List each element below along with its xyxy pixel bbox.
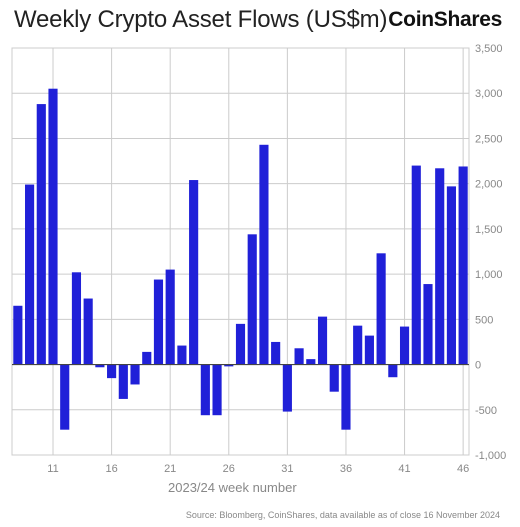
bar-week-16 (107, 364, 117, 379)
bar-week-40 (388, 364, 398, 378)
y-tick-label: 2,500 (475, 133, 503, 145)
bar-week-32 (294, 348, 304, 365)
y-tick-label: 500 (475, 314, 493, 326)
x-tick-label: 16 (105, 463, 117, 475)
x-tick-label: 26 (223, 463, 235, 475)
bar-week-35 (329, 364, 339, 392)
x-tick-label: 31 (281, 463, 293, 475)
bar-week-9 (25, 184, 35, 365)
bar-week-21 (165, 269, 175, 365)
gridlines (11, 47, 470, 456)
x-tick-label: 46 (457, 463, 469, 475)
bar-week-44 (435, 168, 445, 365)
bar-week-26 (224, 364, 234, 367)
bar-week-37 (353, 325, 363, 365)
bar-week-41 (399, 326, 410, 365)
bar-week-28 (247, 234, 257, 365)
bar-week-24 (200, 364, 210, 416)
bar-week-13 (71, 272, 82, 365)
y-tick-label: 3,500 (475, 43, 503, 55)
y-tick-label: 3,000 (475, 88, 503, 100)
bar-week-25 (212, 364, 222, 416)
bar-week-10 (36, 104, 46, 365)
bar-week-20 (153, 279, 164, 365)
x-tick-label: 11 (47, 463, 58, 475)
bar-week-18 (130, 364, 140, 385)
bar-week-33 (306, 359, 316, 365)
bar-week-43 (423, 284, 433, 365)
y-tick-label: 0 (475, 360, 481, 372)
bar-week-29 (259, 144, 269, 365)
y-tick-label: 2,000 (475, 179, 503, 191)
brand-logo: CoinShares (388, 8, 502, 31)
bar-week-38 (364, 335, 374, 365)
chart-title: Weekly Crypto Asset Flows (US$m) (14, 6, 388, 33)
bar-week-45 (446, 186, 456, 365)
y-tick-label: 1,500 (475, 224, 503, 236)
bar-week-19 (142, 351, 152, 365)
bar-week-12 (60, 364, 70, 430)
y-tick-label: 1,000 (475, 269, 503, 281)
bar-week-22 (177, 345, 187, 365)
bar-week-36 (341, 364, 351, 430)
bar-week-27 (235, 323, 246, 365)
x-tick-label: 36 (340, 463, 352, 475)
bar-week-30 (271, 341, 281, 365)
source-note: Source: Bloomberg, CoinShares, data avai… (185, 510, 500, 520)
bars (13, 88, 468, 430)
bar-week-42 (411, 165, 421, 365)
bar-week-23 (189, 180, 199, 365)
x-tick-label: 41 (398, 463, 410, 475)
bar-week-34 (317, 316, 328, 365)
tick-labels: -1,000 -500 0 500 1,000 1,500 2,000 2,500 3,000 3… (47, 43, 506, 475)
bar-week-14 (83, 298, 93, 365)
bar-week-17 (118, 364, 128, 399)
bar-week-11 (48, 88, 58, 365)
bar-week-8 (13, 305, 23, 365)
y-tick-label: -500 (475, 405, 497, 417)
bar-week-39 (376, 253, 386, 365)
x-tick-label: 21 (164, 463, 176, 475)
bar-week-15 (95, 364, 105, 368)
plot-border (11, 47, 470, 456)
x-axis-label: 2023/24 week number (168, 480, 297, 495)
bar-week-46 (458, 166, 468, 365)
bar-week-31 (282, 364, 292, 412)
y-tick-label: -1,000 (475, 450, 506, 462)
